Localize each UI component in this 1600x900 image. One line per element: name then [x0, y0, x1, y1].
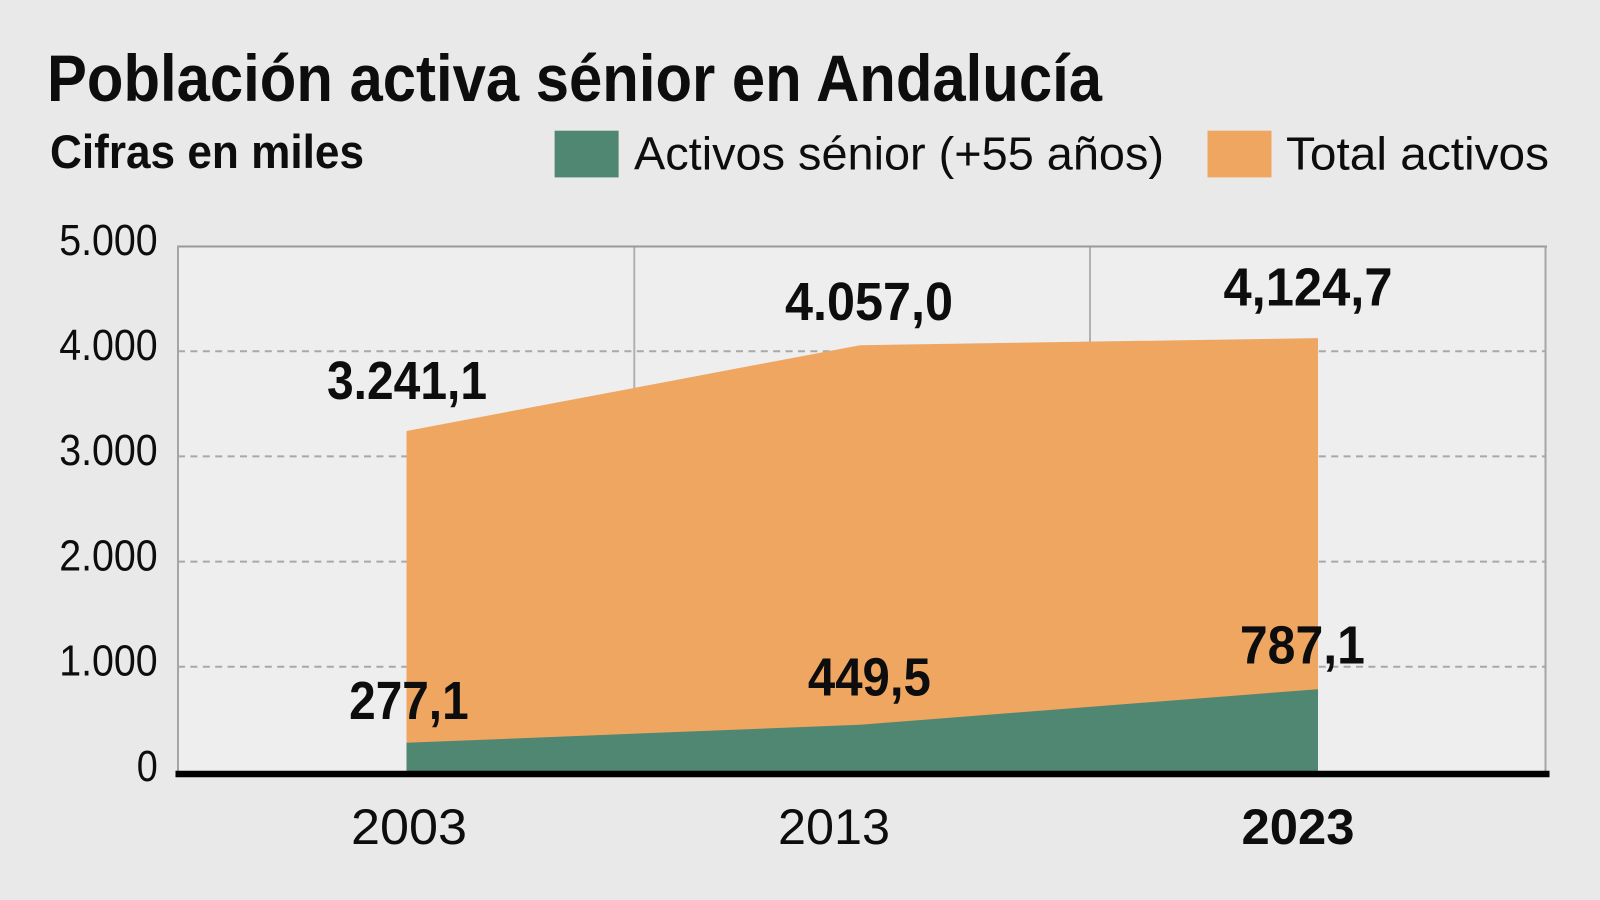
- svg-text:Cifras en miles: Cifras en miles: [50, 125, 364, 178]
- svg-text:787,1: 787,1: [1240, 616, 1365, 676]
- svg-text:277,1: 277,1: [349, 671, 469, 731]
- svg-text:2.000: 2.000: [59, 531, 158, 580]
- svg-text:4.057,0: 4.057,0: [785, 272, 953, 332]
- svg-text:3.241,1: 3.241,1: [327, 351, 487, 411]
- svg-text:1.000: 1.000: [59, 637, 158, 686]
- svg-text:Población activa sénior en And: Población activa sénior en Andalucía: [47, 41, 1103, 115]
- svg-text:0: 0: [137, 742, 158, 791]
- svg-text:4.000: 4.000: [59, 321, 158, 370]
- svg-text:2003: 2003: [351, 799, 467, 855]
- svg-text:Total activos: Total activos: [1286, 128, 1549, 180]
- svg-text:5.000: 5.000: [59, 216, 158, 265]
- svg-text:4,124,7: 4,124,7: [1224, 258, 1393, 318]
- svg-text:2023: 2023: [1242, 799, 1355, 855]
- svg-text:449,5: 449,5: [808, 648, 931, 708]
- svg-text:Activos sénior (+55 años): Activos sénior (+55 años): [634, 128, 1164, 180]
- svg-text:2013: 2013: [778, 799, 890, 855]
- svg-text:3.000: 3.000: [59, 426, 158, 475]
